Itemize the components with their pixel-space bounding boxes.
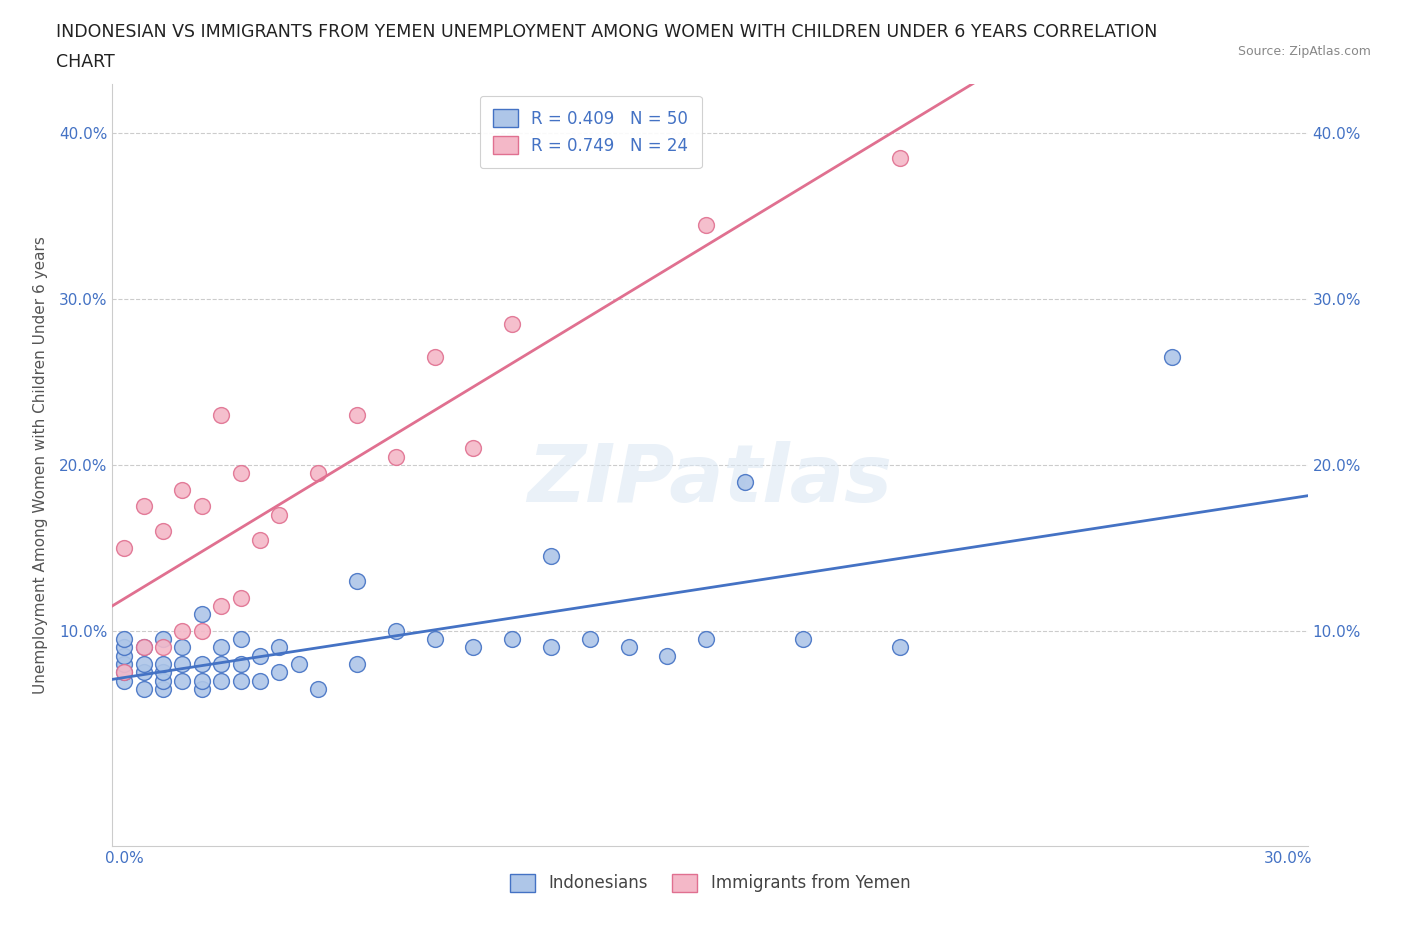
Point xyxy=(172,640,194,655)
Point xyxy=(152,657,174,671)
Point xyxy=(346,408,368,423)
Point xyxy=(423,631,446,646)
Point xyxy=(172,673,194,688)
Point xyxy=(112,673,135,688)
Point xyxy=(112,648,135,663)
Point xyxy=(209,408,232,423)
Point xyxy=(249,532,271,547)
Text: CHART: CHART xyxy=(56,53,115,71)
Point xyxy=(152,665,174,680)
Point xyxy=(889,640,911,655)
Point xyxy=(190,673,212,688)
Point xyxy=(152,631,174,646)
Point xyxy=(209,657,232,671)
Point xyxy=(209,599,232,614)
Point xyxy=(229,591,252,605)
Point xyxy=(152,682,174,697)
Point xyxy=(463,441,485,456)
Point xyxy=(112,657,135,671)
Point xyxy=(190,606,212,621)
Point xyxy=(190,657,212,671)
Point xyxy=(287,657,309,671)
Point xyxy=(229,466,252,481)
Point xyxy=(889,151,911,166)
Point xyxy=(249,673,271,688)
Legend: Indonesians, Immigrants from Yemen: Indonesians, Immigrants from Yemen xyxy=(503,867,917,899)
Point xyxy=(209,673,232,688)
Point xyxy=(112,631,135,646)
Point xyxy=(578,631,600,646)
Point xyxy=(152,524,174,538)
Y-axis label: Unemployment Among Women with Children Under 6 years: Unemployment Among Women with Children U… xyxy=(32,236,48,694)
Point xyxy=(172,657,194,671)
Point xyxy=(346,657,368,671)
Point xyxy=(190,499,212,514)
Point xyxy=(132,640,155,655)
Point xyxy=(657,648,679,663)
Point xyxy=(501,631,523,646)
Point xyxy=(112,665,135,680)
Point xyxy=(695,218,717,232)
Point xyxy=(269,507,291,522)
Point xyxy=(307,682,329,697)
Point xyxy=(152,673,174,688)
Point xyxy=(152,640,174,655)
Point xyxy=(792,631,814,646)
Point xyxy=(269,665,291,680)
Point xyxy=(501,316,523,331)
Point xyxy=(540,640,562,655)
Point xyxy=(112,640,135,655)
Point xyxy=(132,665,155,680)
Point xyxy=(695,631,717,646)
Point xyxy=(463,640,485,655)
Point xyxy=(112,540,135,555)
Point xyxy=(540,549,562,564)
Point xyxy=(132,640,155,655)
Point xyxy=(346,574,368,589)
Point xyxy=(209,640,232,655)
Point xyxy=(132,657,155,671)
Point xyxy=(112,665,135,680)
Point xyxy=(190,623,212,638)
Point xyxy=(1160,350,1182,365)
Point xyxy=(229,631,252,646)
Text: INDONESIAN VS IMMIGRANTS FROM YEMEN UNEMPLOYMENT AMONG WOMEN WITH CHILDREN UNDER: INDONESIAN VS IMMIGRANTS FROM YEMEN UNEM… xyxy=(56,23,1157,41)
Point xyxy=(190,682,212,697)
Text: Source: ZipAtlas.com: Source: ZipAtlas.com xyxy=(1237,45,1371,58)
Point xyxy=(734,474,756,489)
Point xyxy=(384,623,406,638)
Point xyxy=(229,673,252,688)
Point xyxy=(423,350,446,365)
Point xyxy=(307,466,329,481)
Point xyxy=(249,648,271,663)
Point xyxy=(229,657,252,671)
Point xyxy=(172,483,194,498)
Point xyxy=(384,449,406,464)
Point xyxy=(172,623,194,638)
Point xyxy=(132,499,155,514)
Point xyxy=(269,640,291,655)
Point xyxy=(617,640,640,655)
Text: ZIPatlas: ZIPatlas xyxy=(527,441,893,519)
Point xyxy=(132,682,155,697)
